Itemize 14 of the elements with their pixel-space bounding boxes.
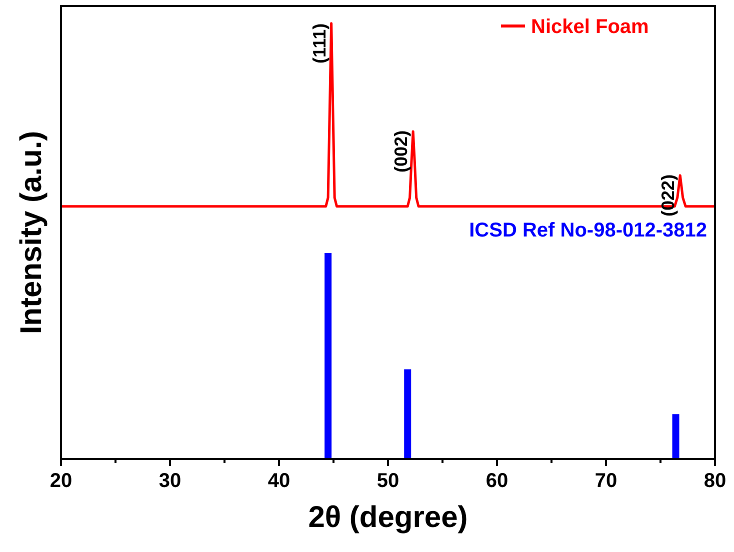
- x-tick-label: 40: [268, 470, 290, 492]
- x-tick-label: 30: [158, 470, 182, 492]
- x-tick-label: 60: [486, 470, 508, 492]
- x-tick-label: 20: [50, 470, 72, 492]
- x-tick-label: 70: [594, 470, 618, 492]
- annotation: (022): [658, 174, 678, 216]
- legend-label: Nickel Foam: [531, 16, 649, 38]
- x-tick-label: 50: [376, 470, 400, 492]
- annotation: (111): [309, 23, 330, 64]
- y-axis-title: Intensity (a.u.): [15, 130, 48, 334]
- x-tick-label: 80: [704, 470, 726, 492]
- annotation: (002): [391, 130, 412, 172]
- text: ICSD Ref No-98-012-3812: [469, 219, 707, 242]
- x-axis-title: 2θ (degree): [308, 501, 468, 534]
